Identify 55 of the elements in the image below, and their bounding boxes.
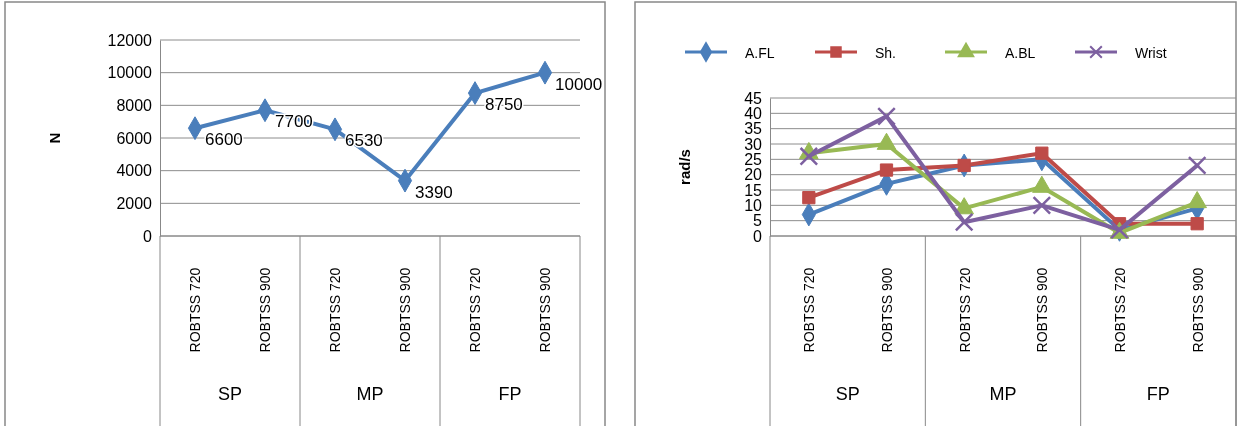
y-axis-title: N — [46, 132, 63, 144]
point — [799, 146, 819, 166]
x-tick-label: ROBTSS 900 — [1034, 267, 1051, 353]
x-tick-label: ROBTSS 900 — [397, 267, 414, 353]
x-tick-label: ROBTSS 900 — [537, 267, 554, 353]
point — [957, 158, 971, 173]
text: FP — [1146, 384, 1170, 404]
data-label: 3390 — [415, 182, 453, 202]
data-label: 10000 — [555, 74, 603, 94]
text: MP — [989, 384, 1017, 404]
text: MP — [356, 384, 384, 404]
y-tick-label: 0 — [753, 227, 763, 245]
y-tick-label: 0 — [143, 227, 153, 245]
x-tick-label: ROBTSS 900 — [257, 267, 274, 353]
x-tick-label: ROBTSS 900 — [1189, 267, 1206, 353]
legend-label: Sh. — [875, 45, 897, 61]
y-tick-label: 6000 — [116, 129, 153, 147]
y-tick-label: 5 — [753, 212, 763, 230]
point — [879, 163, 894, 177]
point — [802, 191, 816, 205]
x-tick-label: ROBTSS 900 — [878, 267, 895, 353]
x-tick-label: ROBTSS 720 — [801, 267, 818, 353]
y-tick-label: 8000 — [116, 96, 153, 114]
data-label: 8750 — [485, 95, 523, 115]
point — [1035, 146, 1049, 160]
y-tick-label: 2000 — [116, 194, 153, 212]
x-tick-label: ROBTSS 720 — [327, 267, 344, 353]
y-tick-label: 12000 — [107, 31, 153, 49]
y-tick-label: 45 — [744, 89, 763, 107]
y-tick-label: 10000 — [107, 64, 153, 82]
y-tick-label: 20 — [744, 166, 763, 184]
text: SP — [217, 384, 243, 404]
data-label: 6600 — [205, 130, 243, 150]
x-tick-label: ROBTSS 720 — [956, 267, 973, 353]
text: FP — [498, 384, 522, 404]
y-tick-label: 35 — [744, 120, 763, 138]
x-tick-label: ROBTSS 720 — [187, 267, 204, 353]
legend-label: Wrist — [1135, 45, 1167, 61]
text: SP — [835, 384, 860, 404]
point — [1187, 155, 1207, 175]
point — [876, 106, 897, 126]
y-tick-label: 10 — [744, 196, 763, 214]
x-tick-label: ROBTSS 720 — [467, 267, 484, 353]
x-tick-label: ROBTSS 720 — [1111, 267, 1128, 353]
legend-label: A.BL — [1005, 45, 1036, 61]
legend-label: A.FL — [745, 45, 775, 61]
point — [1190, 217, 1204, 231]
point — [954, 212, 974, 232]
y-tick-label: 30 — [744, 135, 763, 153]
y-tick-label: 25 — [744, 150, 763, 168]
point — [1032, 195, 1052, 215]
y-axis-title: rad/s — [676, 149, 693, 185]
y-tick-label: 4000 — [116, 162, 153, 180]
y-tick-label: 40 — [744, 104, 763, 122]
y-tick-label: 15 — [744, 181, 763, 199]
